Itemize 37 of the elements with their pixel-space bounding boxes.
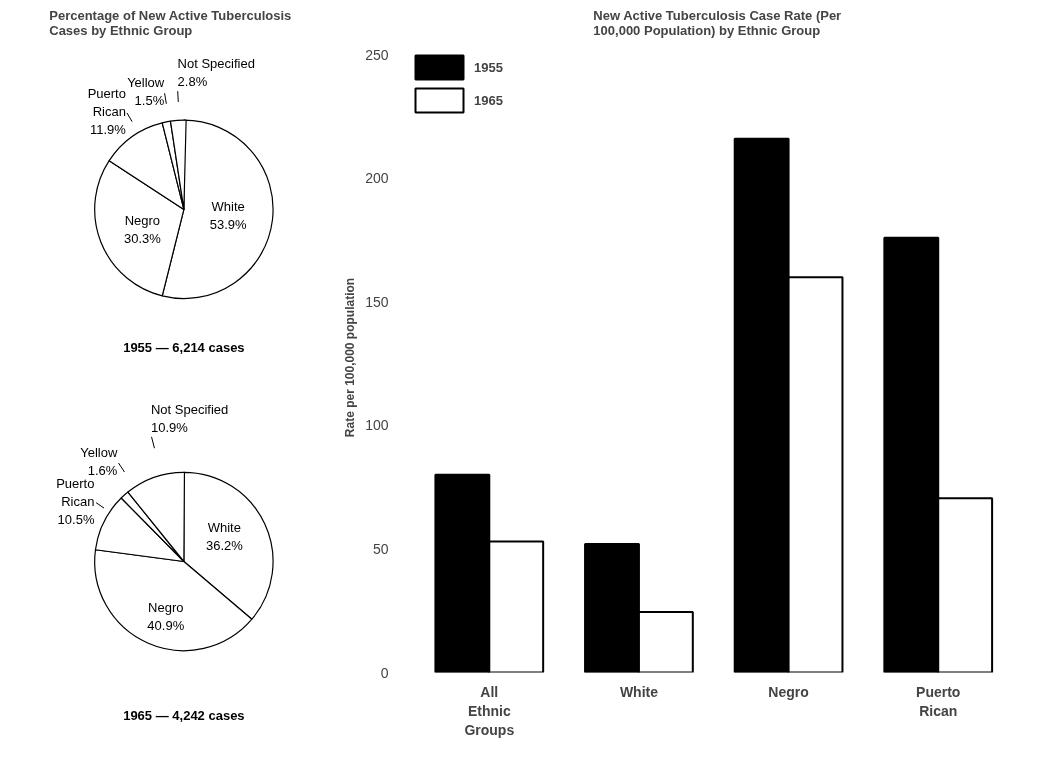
y-tick-label: 200 (365, 170, 389, 187)
slice-label: Yellow (80, 444, 118, 460)
slice-label: Negro (148, 599, 184, 615)
data-label: 40.9% (147, 617, 185, 633)
data-label: 10.5% (57, 512, 95, 528)
text: 1965 — 4,242 cases (123, 707, 245, 723)
slice-label: White (211, 199, 245, 215)
x-tick-label: Puerto Rican (916, 683, 961, 719)
y-tick-label: 100 (365, 417, 389, 434)
y-tick-label: 250 (365, 46, 389, 63)
slice-label: White (207, 519, 241, 535)
data-label: 53.9% (209, 217, 248, 233)
data-label: 1.6% (87, 462, 118, 478)
slice-label: Not Specified (177, 56, 255, 72)
x-tick-label: All Ethnic Groups (464, 683, 515, 738)
chart-title: Percentage of New Active Tuberculosis Cases by Ethnic Group (49, 7, 292, 38)
data-label: 10.9% (150, 419, 189, 435)
slice-label: Puerto Rican (87, 85, 126, 119)
data-label: 11.9% (90, 121, 127, 137)
text: 1955 — 6,214 cases (123, 339, 245, 355)
slice-label: Negro (124, 212, 161, 228)
legend-label: 1965 (474, 92, 503, 108)
chart-title: New Active Tuberculosis Case Rate (Per 100,000 Population) by Ethnic Group (593, 7, 842, 38)
y-tick-label: 50 (372, 540, 389, 557)
data-label: 36.2% (205, 537, 244, 553)
data-label: 30.3% (123, 230, 162, 246)
y-tick-label: 150 (365, 293, 389, 310)
slice-label: Not Specified (150, 401, 229, 417)
y-tick-label: 0 (380, 664, 389, 681)
slice-label: Puerto Rican (56, 476, 95, 510)
data-label: 2.8% (177, 74, 208, 90)
y-axis-title: Rate per 100,000 population (343, 277, 358, 438)
legend-label: 1955 (474, 59, 503, 75)
x-tick-label: Negro (768, 683, 809, 700)
x-tick-label: White (619, 683, 659, 700)
slice-label: Yellow (127, 74, 165, 90)
data-label: 1.5% (134, 92, 165, 108)
